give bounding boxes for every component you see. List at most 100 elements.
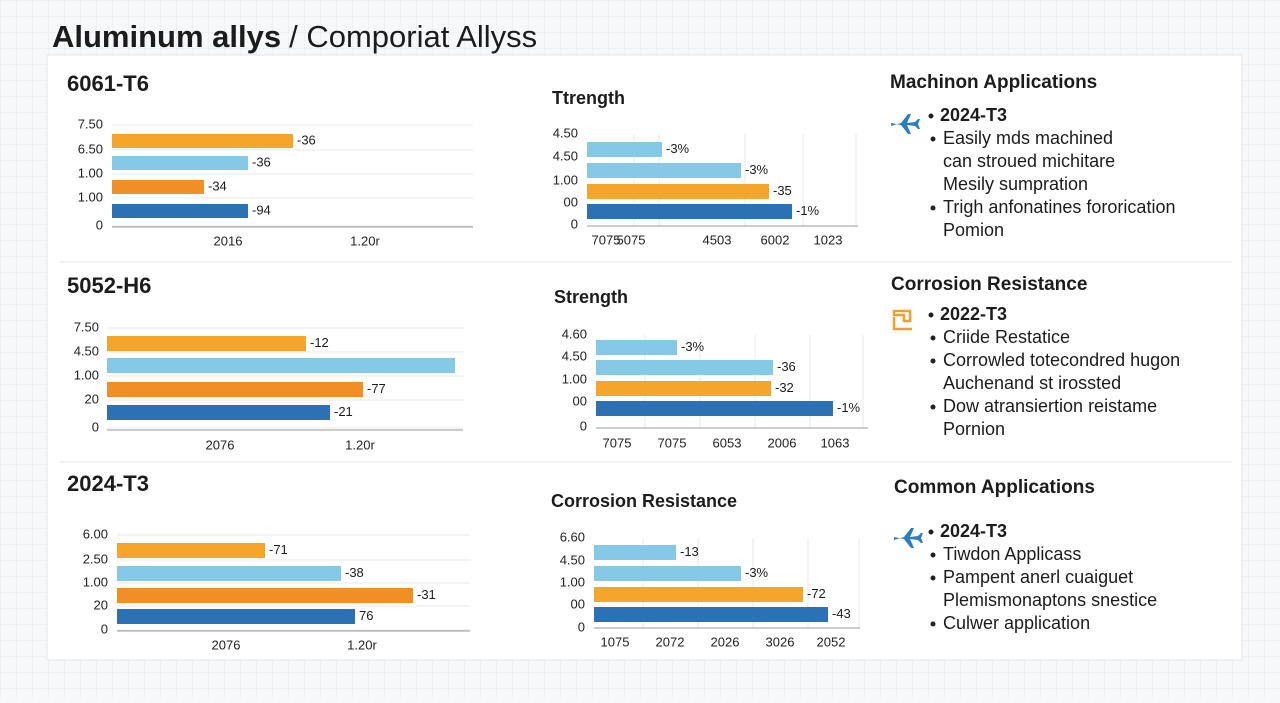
bar-label: -71 (269, 542, 288, 557)
bar-label: -3% (745, 565, 769, 580)
section-label: 5052-H6 (67, 273, 151, 298)
bar (112, 180, 204, 194)
bullet (930, 205, 936, 211)
bar-label: -1% (796, 203, 820, 218)
title-rest: / Comporiat Allyss (289, 19, 537, 54)
bar (112, 156, 248, 170)
bar (117, 609, 355, 624)
y-label: 1.00 (78, 165, 103, 180)
application-text: can stroued michitare (943, 151, 1115, 171)
y-label: 4.50 (562, 348, 587, 363)
y-label: 1.00 (83, 574, 108, 589)
bar-label: -13 (680, 544, 699, 559)
y-label: 00 (564, 194, 578, 209)
alloy-label: 2024-T3 (940, 521, 1007, 541)
bar-label: -12 (310, 335, 329, 350)
plane-icon (894, 528, 923, 548)
bullet (930, 335, 936, 341)
icon (892, 309, 912, 331)
bar-label: -36 (252, 154, 271, 169)
x-label: 2016 (214, 233, 243, 248)
bar (596, 401, 833, 416)
y-label: 0 (578, 619, 585, 634)
bar (596, 340, 677, 355)
bar (107, 358, 455, 373)
panel-title: Machinon Applications (890, 72, 1097, 93)
x-label: 3026 (766, 634, 795, 649)
y-label: 1.00 (78, 189, 103, 204)
bar (587, 204, 792, 219)
application-text: Pomion (943, 220, 1004, 240)
bar (594, 545, 676, 560)
bar-label: -36 (777, 359, 796, 374)
x-label: 2076 (206, 437, 235, 452)
bullet (928, 113, 934, 119)
y-label: 4.50 (74, 343, 99, 358)
bullet (930, 621, 936, 627)
bullet (930, 404, 936, 410)
application-text: Easily mds machined (943, 128, 1113, 148)
bullet (930, 575, 936, 581)
bullet (928, 529, 934, 535)
bar (117, 566, 341, 581)
bar-label: -31 (417, 587, 436, 602)
application-text: Dow atransiertion reistame (943, 396, 1157, 416)
y-label: 7.50 (78, 116, 103, 131)
bar-label: -77 (367, 381, 386, 396)
bar (596, 360, 773, 375)
application-text: Mesily sumpration (943, 174, 1088, 194)
y-label: 4.50 (560, 552, 585, 567)
bullet (928, 312, 934, 318)
section-label: 6061-T6 (67, 71, 149, 96)
x-label: 1.20r (347, 637, 377, 652)
bar-label: -43 (832, 606, 851, 621)
y-label: 0 (92, 419, 99, 434)
title-bold: Aluminum allys (52, 19, 281, 54)
bar-label: -94 (252, 202, 271, 217)
bar (107, 405, 330, 420)
chart-title: Corrosion Resistance (551, 491, 737, 511)
y-label: 0 (580, 418, 587, 433)
y-label: 4.60 (562, 326, 587, 341)
y-label: 7.50 (74, 319, 99, 334)
y-label: 6.60 (560, 529, 585, 544)
x-label: 2072 (656, 634, 685, 649)
x-label: 7075 (603, 435, 632, 450)
y-label: 4.50 (553, 148, 578, 163)
bar (587, 163, 741, 178)
bar-label: -38 (345, 565, 364, 580)
x-label: 1063 (821, 435, 850, 450)
bar (107, 336, 306, 351)
bullet (930, 358, 936, 364)
bar (594, 587, 803, 602)
bullet (930, 136, 936, 142)
bar (107, 382, 363, 397)
application-text: Plemismonaptons snestice (943, 590, 1157, 610)
bar-label: -3% (666, 141, 690, 156)
x-label: 5075 (617, 232, 646, 247)
application-text: Pampent anerl cuaiguet (943, 567, 1133, 587)
application-text: Tiwdon Applicass (943, 544, 1081, 564)
y-label: 1.00 (553, 172, 578, 187)
bar (594, 566, 741, 581)
x-label: 2006 (768, 435, 797, 450)
application-text: Trigh anfonatines fororication (943, 197, 1175, 217)
y-label: 20 (85, 391, 99, 406)
y-label: 0 (571, 216, 578, 231)
x-label: 2026 (711, 634, 740, 649)
application-text: Auchenand st irossted (943, 373, 1121, 393)
bar-label: -34 (208, 178, 227, 193)
y-label: 00 (571, 596, 585, 611)
y-label: 1.00 (562, 371, 587, 386)
bar (117, 588, 413, 603)
y-label: 6.00 (83, 526, 108, 541)
bar (112, 204, 248, 218)
y-label: 1.00 (560, 574, 585, 589)
x-label: 6002 (761, 232, 790, 247)
alloy-label: 2022-T3 (940, 304, 1007, 324)
bar (596, 381, 771, 396)
bar (587, 142, 662, 157)
panel-title: Corrosion Resistance (891, 274, 1087, 295)
